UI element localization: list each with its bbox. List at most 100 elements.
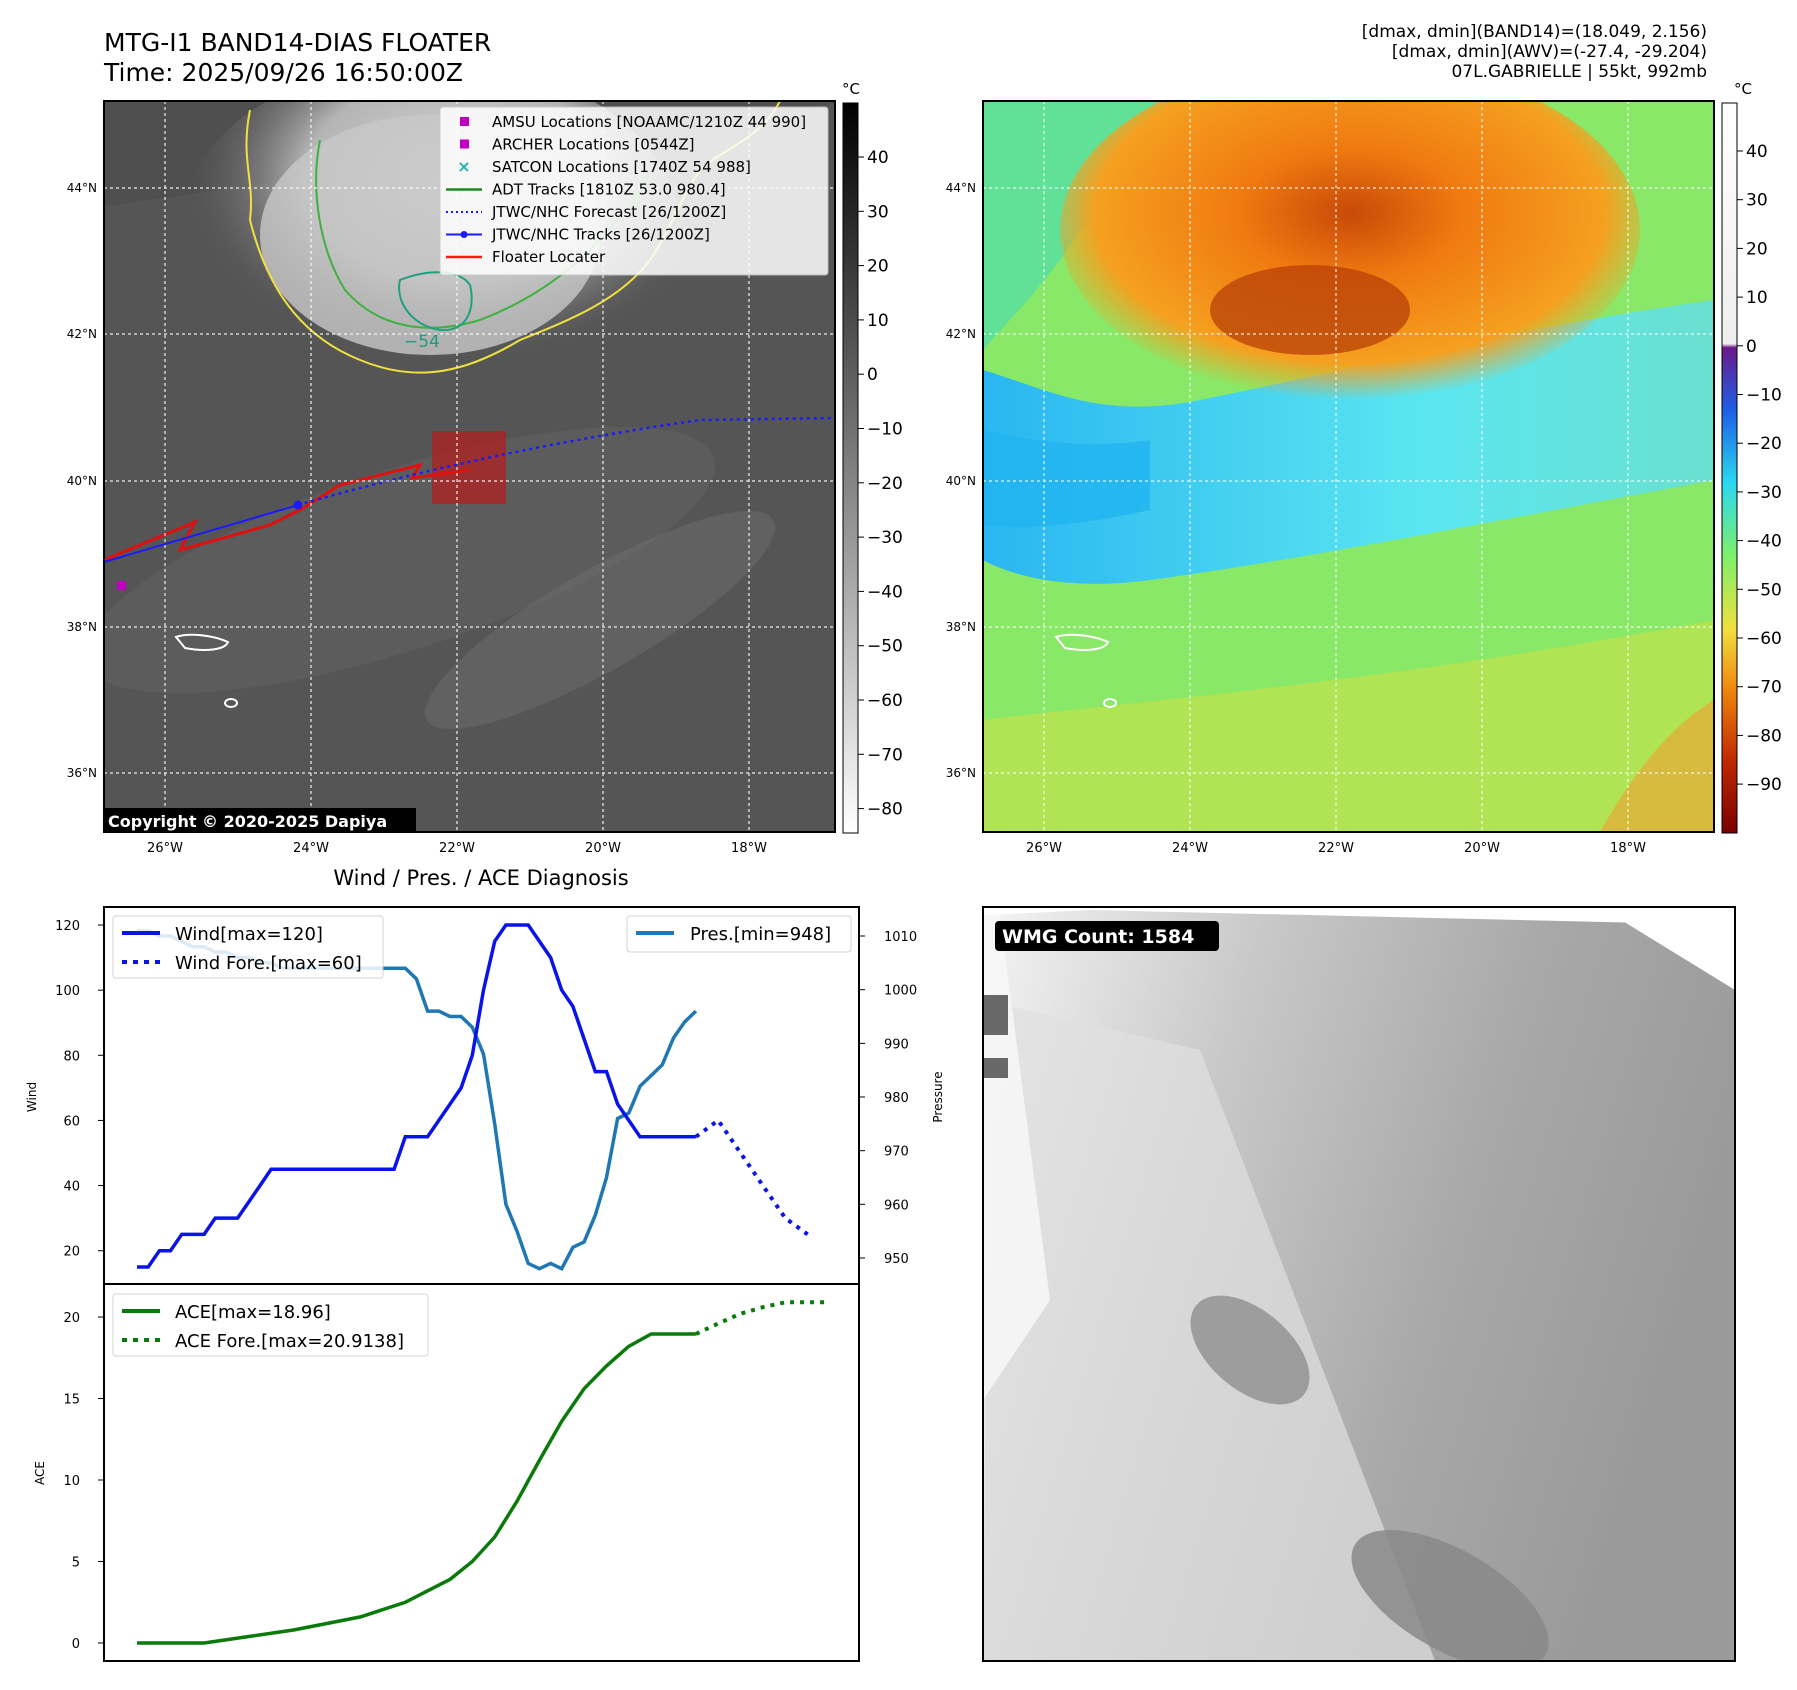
wind-axis-label: Wind	[25, 1082, 39, 1112]
wv-colorbar	[1721, 102, 1738, 834]
wind-tick-label: 100	[55, 984, 80, 999]
wv-panel: °C 403020100−10−20−30−40−50−60−70−80−90 …	[946, 80, 1782, 856]
wind-tick-label: 40	[63, 1180, 80, 1195]
pressure-legend-label: Pres.[min=948]	[690, 924, 831, 945]
ir-colorbar-tick-label: −40	[867, 582, 903, 602]
ir-colorbar-tick-label: 30	[867, 202, 889, 222]
ir-colorbar-tick-label: 10	[867, 311, 889, 331]
ir-panel: −54 AMSU Locations [NOAAMC/1210Z 44 990]…	[67, 80, 903, 856]
wv-colorbar-tick-label: −80	[1746, 726, 1782, 746]
ir-colorbar-tick-label: −60	[867, 691, 903, 711]
ir-colorbar-tick-label: −80	[867, 800, 903, 820]
lat-tick-label: 42°N	[946, 327, 976, 341]
wv-colorbar-unit: °C	[1734, 80, 1752, 98]
ace-ticks: 20 15 10 5 0	[63, 1311, 104, 1652]
copyright-text: Copyright © 2020-2025 Dapiya	[108, 812, 387, 831]
ir-colorbar-tick-label: −50	[867, 637, 903, 657]
pressure-legend: Pres.[min=948]	[626, 915, 852, 953]
wv-colorbar-tick-label: −20	[1746, 434, 1782, 454]
wv-colorbar-tick-label: −30	[1746, 483, 1782, 503]
lon-tick-label: 18°W	[1610, 841, 1646, 856]
wind-legend-label: Wind[max=120]	[175, 924, 323, 945]
lon-tick-label: 20°W	[1464, 841, 1500, 856]
ir-colorbar-tick-label: 20	[867, 257, 889, 277]
legend-entry-label: Floater Locater	[492, 248, 606, 266]
wv-colorbar-tick-label: 20	[1746, 239, 1768, 259]
wv-colorbar-tick-label: 10	[1746, 288, 1768, 308]
ir-lat-labels: 44°N 42°N 40°N 38°N 36°N	[67, 181, 97, 780]
ace-legend-label: ACE[max=18.96]	[175, 1302, 331, 1323]
lon-tick-label: 24°W	[1172, 841, 1208, 856]
legend-entry-label: ARCHER Locations [0544Z]	[492, 136, 695, 154]
wind-tick-label: 80	[63, 1049, 80, 1064]
pressure-tick-label: 990	[884, 1037, 909, 1052]
ace-forecast-line	[695, 1300, 830, 1336]
lon-tick-label: 20°W	[585, 841, 621, 856]
wind-forecast-line	[694, 1117, 809, 1237]
ace-tick-label: 15	[63, 1393, 80, 1408]
wv-colorbar-tick-label: 0	[1746, 337, 1757, 357]
figure-title: MTG-I1 BAND14-DIAS FLOATER	[104, 28, 492, 57]
legend-swatch	[460, 139, 469, 149]
lon-tick-label: 22°W	[439, 841, 475, 856]
lat-tick-label: 44°N	[67, 181, 97, 195]
wind-legend: Wind[max=120] Wind Fore.[max=60]	[112, 915, 384, 979]
legend-entry-label: ADT Tracks [1810Z 53.0 980.4]	[492, 181, 726, 199]
diagnosis-title: Wind / Pres. / ACE Diagnosis	[333, 866, 628, 890]
wv-colorbar-tick-label: −40	[1746, 532, 1782, 552]
legend-swatch: ×	[457, 157, 470, 176]
ir-frame	[103, 100, 836, 833]
ace-legend: ACE[max=18.96] ACE Fore.[max=20.9138]	[112, 1293, 429, 1357]
wmg-panel: WMG Count: 1584	[982, 906, 1736, 1662]
figure-time: Time: 2025/09/26 16:50:00Z	[104, 58, 463, 87]
storm-info-block: [dmax, dmin](BAND14)=(18.049, 2.156) [dm…	[1362, 22, 1707, 82]
legend-entry-label: AMSU Locations [NOAAMC/1210Z 44 990]	[492, 113, 806, 131]
lat-tick-label: 40°N	[946, 474, 976, 488]
wv-colorbar-tick-label: −10	[1746, 386, 1782, 406]
storm-summary: 07L.GABRIELLE | 55kt, 992mb	[1451, 62, 1707, 82]
wind-tick-label: 20	[63, 1245, 80, 1260]
wmg-count-label: WMG Count: 1584	[1002, 926, 1194, 948]
lat-tick-label: 36°N	[67, 766, 97, 780]
ace-tick-label: 5	[72, 1556, 80, 1571]
wind-line	[137, 923, 696, 1269]
wv-lon-labels: 26°W 24°W 22°W 20°W 18°W	[1026, 841, 1646, 856]
lat-tick-label: 42°N	[67, 327, 97, 341]
copyright-box: Copyright © 2020-2025 Dapiya	[104, 808, 416, 833]
lat-tick-label: 40°N	[67, 474, 97, 488]
legend-swatch	[460, 117, 469, 126]
band14-range: [dmax, dmin](BAND14)=(18.049, 2.156)	[1361, 22, 1707, 42]
ir-colorbar	[842, 102, 859, 834]
wmg-frame	[982, 906, 1736, 1662]
ace-line	[137, 1332, 696, 1645]
wv-colorbar-tick-label: −70	[1746, 678, 1782, 698]
lon-tick-label: 26°W	[1026, 841, 1062, 856]
ace-series-layer	[137, 1300, 830, 1645]
pressure-tick-label: 980	[884, 1091, 909, 1106]
legend-entry-label: JTWC/NHC Tracks [26/1200Z]	[491, 226, 710, 244]
lon-tick-label: 18°W	[731, 841, 767, 856]
wv-image	[983, 101, 1714, 832]
wv-colorbar-ticks: 40 30 20 10 0 −10 −20 −30 −40 −50 −60 −70 −80 −90	[1737, 142, 1782, 795]
ir-colorbar-tick-label: −10	[867, 420, 903, 440]
diagnosis-panel: Wind / Pres. / ACE Diagnosis Wind Pressu…	[25, 866, 945, 1662]
wv-colorbar-tick-label: −60	[1746, 629, 1782, 649]
ir-colorbar-ticks: 40 30 20 10 0 −10 −20 −30 −40 −50 −60 −70 −80	[858, 148, 903, 820]
wv-colorbar-tick-label: 30	[1746, 191, 1768, 211]
wmg-count-box	[995, 921, 1219, 951]
lon-tick-label: 22°W	[1318, 841, 1354, 856]
lat-tick-label: 36°N	[946, 766, 976, 780]
wv-colorbar-tick-label: −90	[1746, 775, 1782, 795]
ace-axis-label: ACE	[33, 1461, 47, 1485]
legend-entry-label: JTWC/NHC Forecast [26/1200Z]	[491, 203, 726, 221]
ir-lon-labels: 26°W 24°W 22°W 20°W 18°W	[147, 841, 767, 856]
wv-lat-labels: 44°N 42°N 40°N 38°N 36°N	[946, 181, 976, 780]
pressure-ticks: 1010 1000 990 980 970 960 950	[859, 930, 917, 1267]
contour-label: −54	[404, 332, 440, 352]
wind-fore-legend-label: Wind Fore.[max=60]	[175, 953, 362, 974]
lon-tick-label: 24°W	[293, 841, 329, 856]
legend-swatch-dot	[460, 231, 468, 238]
wv-colorbar-tick-label: 40	[1746, 142, 1768, 162]
pressure-axis-label: Pressure	[931, 1071, 945, 1122]
